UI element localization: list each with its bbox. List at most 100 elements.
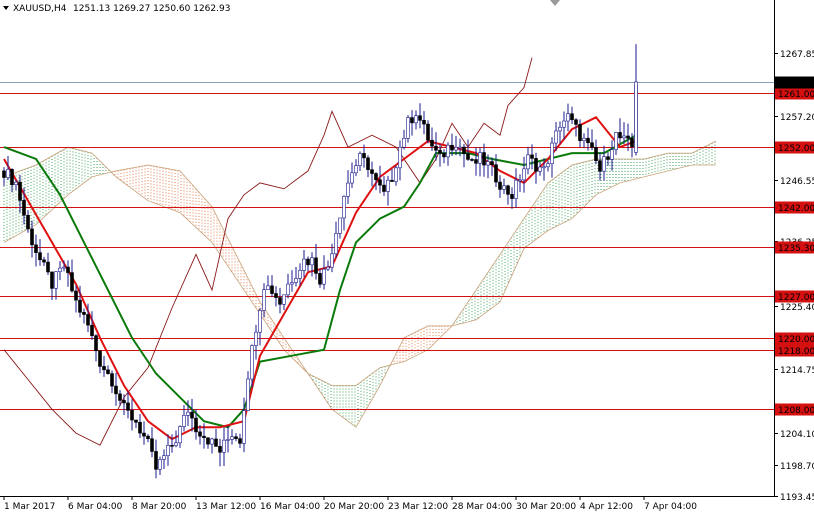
candle-bull — [446, 144, 450, 158]
candle-bull — [262, 289, 266, 311]
candle-bear — [590, 142, 594, 148]
candle-bull — [174, 442, 178, 446]
candle-bear — [442, 152, 446, 158]
candle-bear — [142, 432, 146, 437]
candle-bull — [242, 410, 246, 444]
candle-bear — [126, 402, 130, 411]
candle-bear — [26, 214, 30, 230]
candle-bear — [370, 169, 374, 174]
candle-bull — [54, 271, 58, 289]
candle-bull — [454, 146, 458, 151]
level-labels: 1261.00 1252.00 1242.00 1235.30 1227.00 1220.… — [775, 76, 814, 416]
candle-bull — [566, 113, 570, 122]
x-tick-label: 1 Mar 2017 — [4, 502, 55, 512]
candle-bull — [350, 172, 354, 184]
candle-bull — [322, 268, 326, 285]
candle-bear — [430, 139, 434, 147]
chart-title: XAUUSD,H4 1251.13 1269.27 1250.60 1262.9… — [3, 4, 230, 14]
candle-bull — [614, 132, 618, 150]
candle-bear — [94, 335, 98, 352]
y-tick-label: 1214.75 — [780, 366, 814, 376]
candle-bear — [374, 173, 378, 181]
candle-bear — [378, 179, 382, 186]
price-candles — [2, 44, 638, 479]
candle-bear — [238, 438, 242, 444]
candle-bear — [46, 261, 50, 273]
candle-bear — [110, 373, 114, 387]
candle-bull — [582, 137, 586, 141]
level-tag-label: 1227.00 — [778, 293, 814, 303]
candle-bear — [306, 258, 310, 266]
candle-bear — [70, 272, 74, 292]
candle-bull — [282, 294, 286, 305]
candle-bear — [462, 146, 466, 154]
y-tick-label: 1246.55 — [780, 177, 814, 187]
candle-bull — [538, 166, 542, 172]
y-tick-label: 1267.85 — [780, 50, 814, 60]
level-tag — [775, 344, 814, 357]
candle-bull — [230, 436, 234, 440]
candle-bear — [78, 299, 82, 313]
candle-bear — [114, 385, 118, 395]
level-tag-label: 1252.00 — [778, 144, 814, 154]
x-tick-label: 7 Apr 04:00 — [644, 502, 697, 512]
candle-bear — [42, 259, 46, 263]
candle-bear — [98, 350, 102, 367]
candle-bear — [154, 451, 158, 470]
candle-bear — [626, 135, 630, 139]
x-tick-label: 30 Mar 20:00 — [516, 502, 576, 512]
candle-bear — [450, 144, 454, 151]
x-tick-label: 20 Mar 20:00 — [324, 502, 384, 512]
candle-bull — [182, 415, 186, 427]
x-tick-label: 23 Mar 12:00 — [388, 502, 448, 512]
candle-bear — [138, 421, 142, 434]
symbol-label: XAUUSD,H4 — [13, 4, 67, 14]
current-price-tag — [775, 76, 814, 89]
shift-marker-icon[interactable] — [550, 0, 560, 6]
candle-bear — [574, 119, 578, 125]
candle-bear — [134, 419, 138, 423]
x-tick-label: 4 Apr 12:00 — [580, 502, 633, 512]
candle-bear — [422, 120, 426, 125]
candle-bull — [602, 156, 606, 172]
candle-bull — [210, 438, 214, 445]
candle-bull — [286, 283, 290, 296]
candle-bull — [186, 411, 190, 416]
candle-bull — [634, 81, 638, 153]
candle-bear — [234, 436, 238, 439]
candle-bull — [558, 126, 562, 132]
x-tick-label: 8 Mar 20:00 — [132, 502, 187, 512]
candle-bear — [382, 184, 386, 192]
candle-bull — [550, 142, 554, 164]
level-tag — [775, 403, 814, 416]
candle-bull — [162, 455, 166, 460]
candle-bear — [10, 169, 14, 185]
candle-bear — [418, 115, 422, 121]
candle-bull — [522, 168, 526, 181]
candle-bull — [58, 267, 62, 273]
candle-bear — [74, 290, 78, 301]
dropdown-arrow-icon[interactable] — [3, 6, 9, 10]
candle-bull — [158, 459, 162, 470]
candle-bear — [274, 293, 278, 298]
level-tag — [775, 141, 814, 154]
candle-bear — [534, 158, 538, 172]
candle-bull — [414, 115, 418, 124]
candle-bear — [106, 369, 110, 374]
candle-bear — [18, 181, 22, 201]
x-tick-label: 13 Mar 12:00 — [196, 502, 256, 512]
level-tag — [775, 241, 814, 254]
candle-bull — [166, 445, 170, 457]
level-tag-label: 1220.00 — [778, 335, 814, 345]
candle-bull — [394, 167, 398, 182]
candle-bear — [150, 438, 154, 452]
candle-bull — [398, 146, 402, 169]
current-price-label: 1262.93 — [778, 79, 814, 89]
candle-bear — [630, 137, 634, 148]
candle-bear — [578, 124, 582, 141]
candle-bull — [290, 282, 294, 285]
candle-bear — [278, 297, 282, 305]
candle-bull — [266, 285, 270, 290]
